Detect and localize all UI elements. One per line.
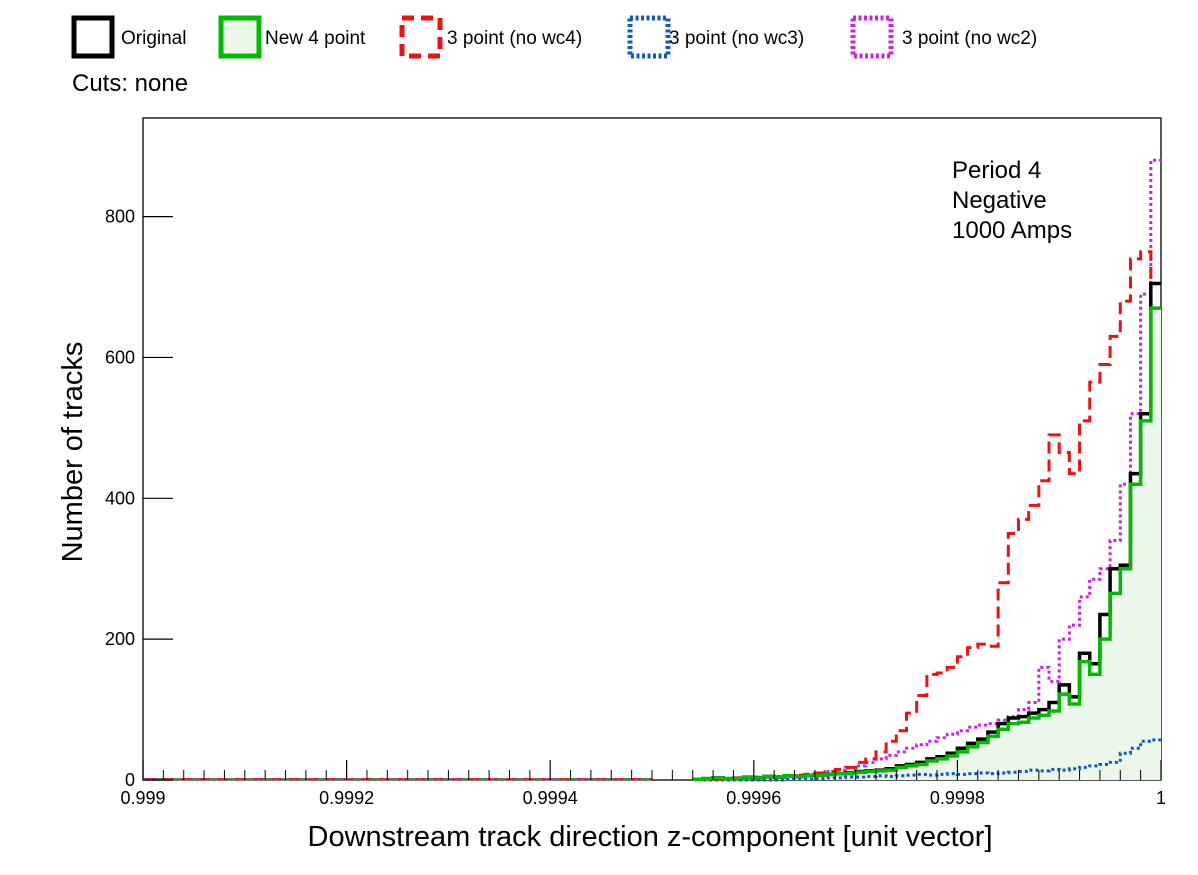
legend-swatch bbox=[850, 15, 894, 59]
legend-label: 3 point (no wc2) bbox=[902, 28, 1037, 49]
annotation-line-3: 1000 Amps bbox=[952, 217, 1072, 244]
legend-swatch bbox=[399, 15, 443, 59]
x-tick-label: 0.9992 bbox=[319, 788, 374, 808]
axes-layer: 0.999 0.9992 0.9994 0.9996 0.9998 1 0 200 400 600… bbox=[105, 207, 1166, 808]
legend-label: Original bbox=[121, 28, 186, 49]
series-fill-1 bbox=[692, 308, 1161, 780]
legend: Original New 4 point 3 point (no wc4) 3 poi… bbox=[71, 15, 1037, 59]
x-tick-label: 0.9994 bbox=[523, 788, 578, 808]
legend-label: New 4 point bbox=[265, 28, 366, 49]
legend-swatch bbox=[71, 15, 115, 59]
x-axis-title: Downstream track direction z-component [… bbox=[308, 821, 993, 853]
y-tick-label: 200 bbox=[105, 629, 135, 649]
cuts-label: Cuts: none bbox=[72, 70, 188, 97]
y-tick-label: 800 bbox=[105, 207, 135, 227]
series-layer bbox=[143, 158, 1161, 782]
x-tick-label: 1 bbox=[1156, 788, 1166, 808]
x-tick-label: 0.999 bbox=[120, 788, 165, 808]
annotation-line-2: Negative bbox=[952, 187, 1047, 214]
legend-swatch bbox=[218, 15, 262, 59]
legend-label: 3 point (no wc4) bbox=[447, 28, 582, 49]
annotation-line-1: Period 4 bbox=[952, 157, 1041, 184]
y-axis-title: Number of tracks bbox=[57, 342, 89, 563]
x-tick-label: 0.9996 bbox=[726, 788, 781, 808]
x-tick-label: 0.9998 bbox=[930, 788, 985, 808]
y-tick-label: 400 bbox=[105, 488, 135, 508]
series-line-2 bbox=[713, 250, 1161, 781]
legend-label: 3 point (no wc3) bbox=[669, 28, 804, 49]
legend-swatch bbox=[627, 15, 671, 59]
period-annotation: Period 4 Negative 1000 Amps bbox=[952, 157, 1072, 244]
y-tick-label: 0 bbox=[125, 770, 135, 790]
y-tick-label: 600 bbox=[105, 347, 135, 367]
